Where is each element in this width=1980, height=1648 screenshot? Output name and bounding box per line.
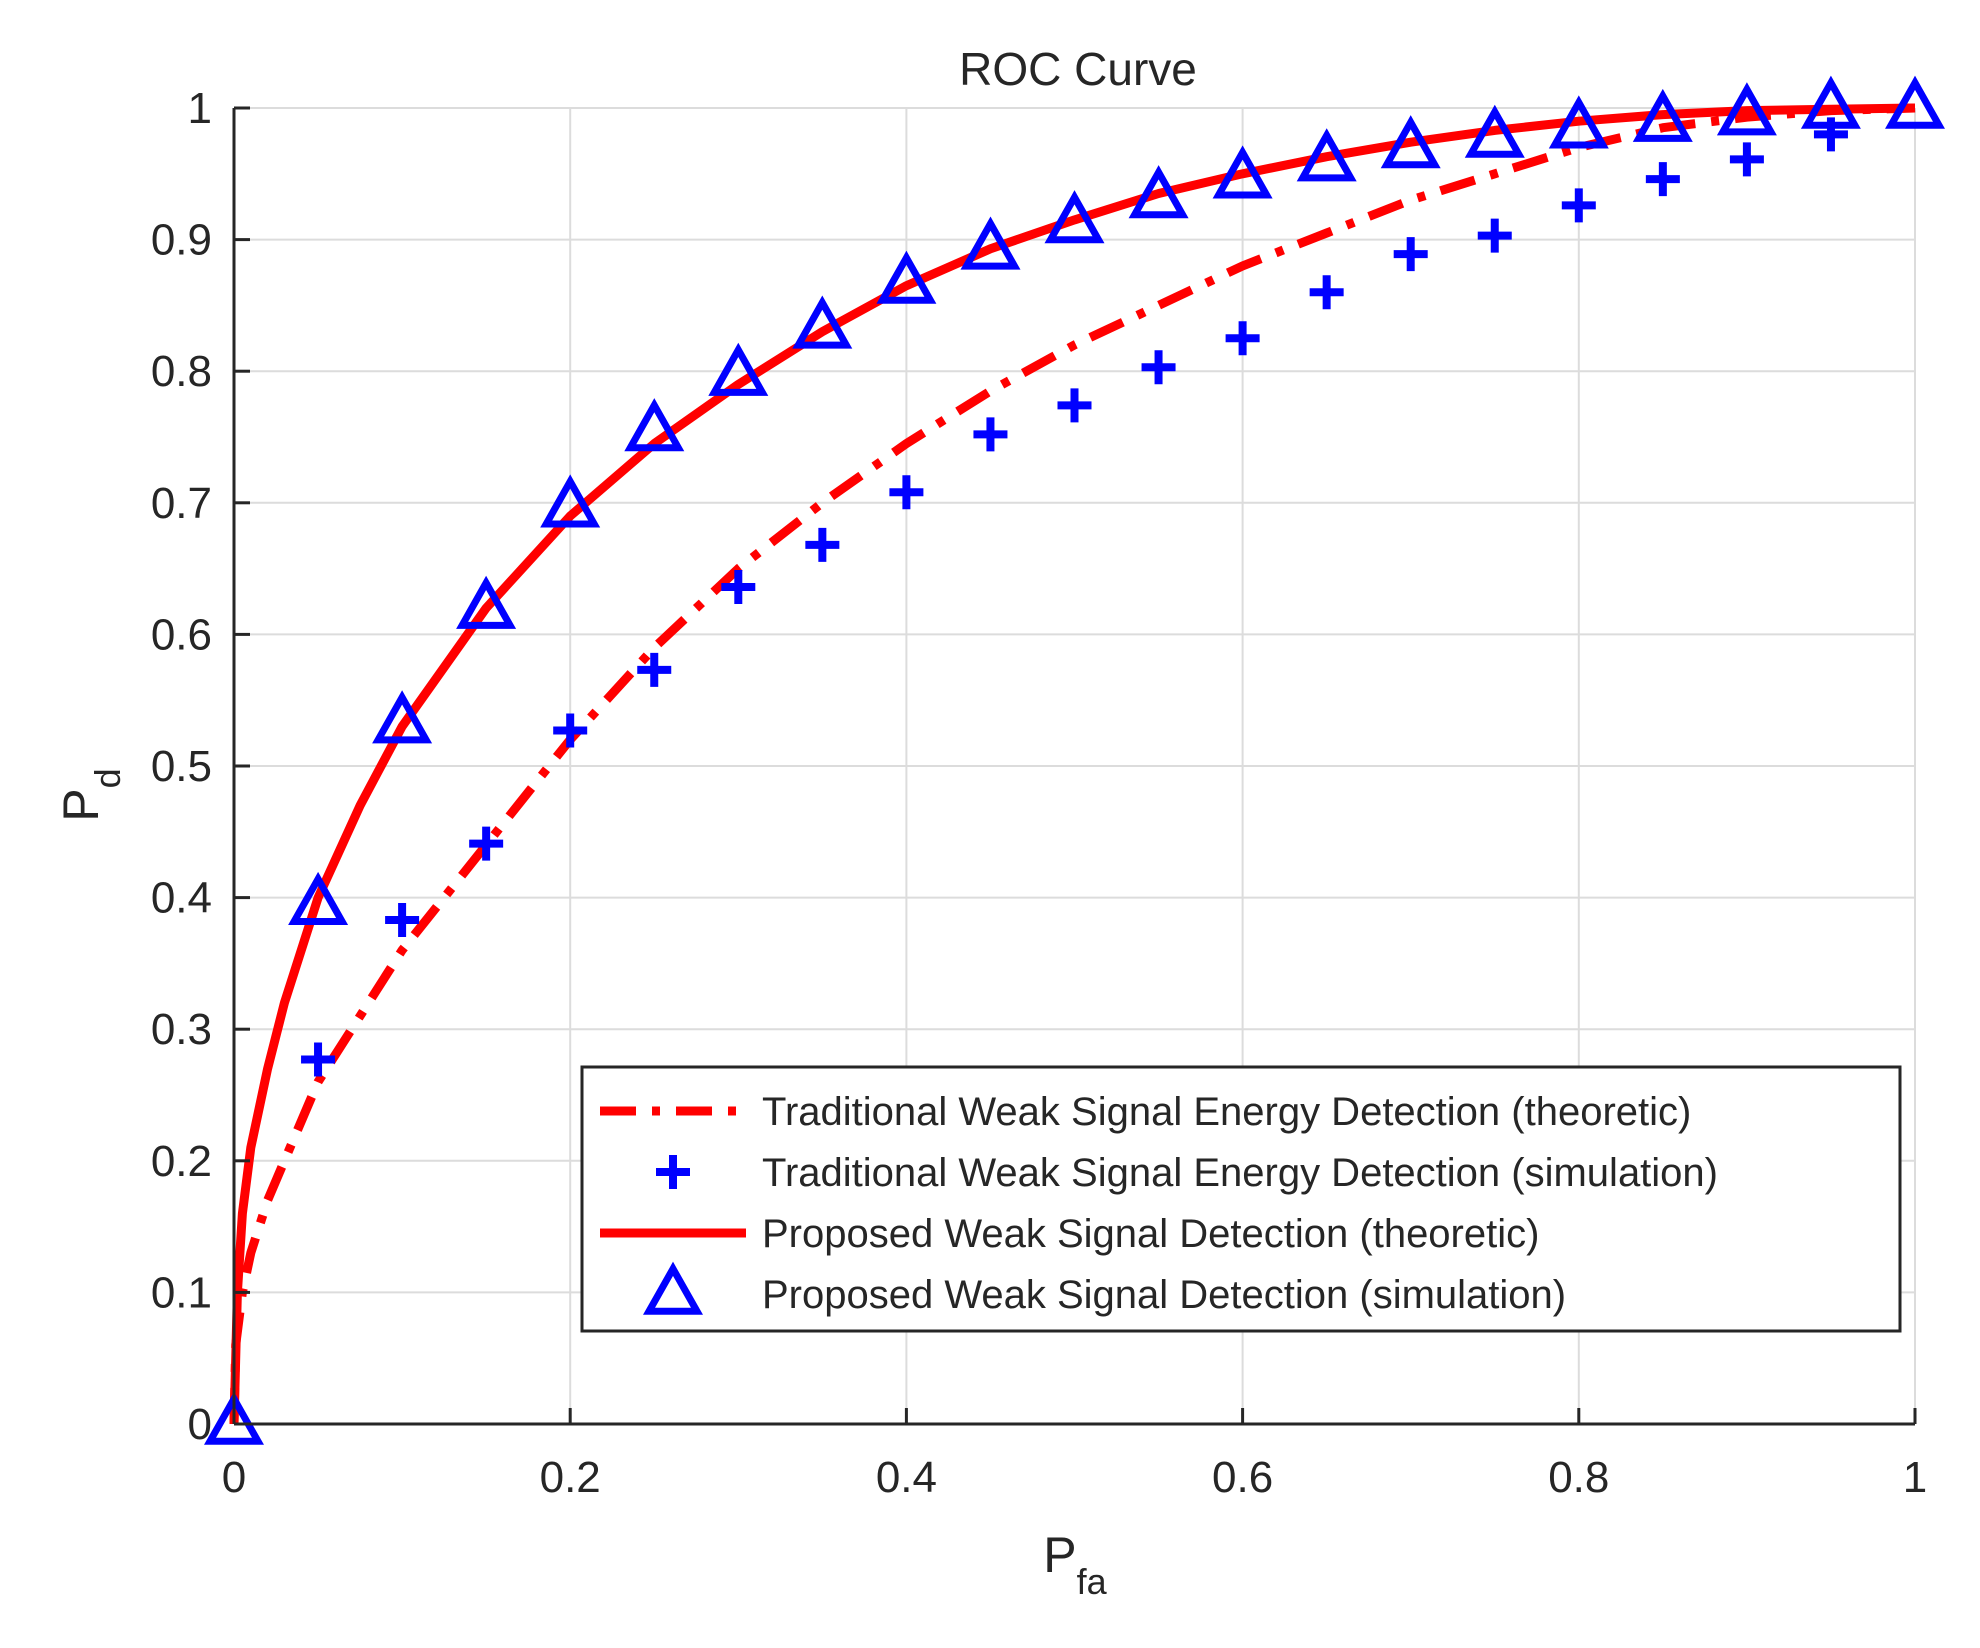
- legend-traditional-simulation-label: Traditional Weak Signal Energy Detection…: [762, 1151, 1718, 1195]
- proposed-simulation-point: [1128, 165, 1189, 219]
- y-tick-label: 0.2: [151, 1137, 212, 1186]
- x-axis-label-subscript: fa: [1077, 1561, 1108, 1602]
- traditional-simulation-point: [1645, 162, 1680, 197]
- series-layer: [204, 75, 1945, 1445]
- traditional-simulation-point: [721, 570, 756, 605]
- proposed-simulation-point: [960, 216, 1021, 270]
- y-tick-label: 1: [188, 84, 212, 133]
- traditional-simulation-point: [973, 417, 1008, 452]
- traditional-simulation-point: [1057, 388, 1092, 423]
- proposed-simulation-point: [1800, 75, 1861, 129]
- y-tick-label: 0.6: [151, 610, 212, 659]
- y-axis-label-subscript: d: [87, 768, 128, 788]
- proposed-simulation-point: [1212, 145, 1273, 199]
- y-tick-label: 0.1: [151, 1268, 212, 1317]
- proposed-simulation-point: [1885, 75, 1945, 129]
- proposed-simulation-point: [1548, 95, 1609, 149]
- legend-proposed-theoretic-label: Proposed Weak Signal Detection (theoreti…: [762, 1212, 1539, 1256]
- x-tick-label: 0.2: [540, 1453, 601, 1502]
- y-tick-label: 0.9: [151, 216, 212, 265]
- proposed-simulation-point: [792, 295, 853, 349]
- proposed-simulation-point: [876, 250, 937, 304]
- traditional-simulation-point: [469, 826, 504, 861]
- y-tick-label: 0.7: [151, 479, 212, 528]
- traditional-simulation-point: [1561, 188, 1596, 223]
- proposed-theoretic-line: [229, 103, 1916, 1425]
- proposed-simulation-point: [540, 474, 601, 528]
- traditional-simulation-point: [1309, 275, 1344, 310]
- proposed-simulation-point: [1380, 115, 1441, 169]
- x-tick-label: 0.4: [876, 1453, 937, 1502]
- x-tick-label: 1: [1903, 1453, 1927, 1502]
- x-tick-label: 0.6: [1212, 1453, 1273, 1502]
- proposed-simulation-point: [204, 1391, 264, 1445]
- y-axis-label: Pd: [53, 768, 128, 821]
- y-axis-label-main: P: [53, 788, 109, 821]
- proposed-simulation-point: [1464, 104, 1525, 158]
- traditional-simulation-point: [1141, 350, 1176, 385]
- traditional-theoretic-line: [229, 103, 1916, 1425]
- y-axis-label-group: Pd: [53, 768, 128, 821]
- y-tick-label: 0.3: [151, 1005, 212, 1054]
- x-tick-label: 0.8: [1548, 1453, 1609, 1502]
- traditional-simulation-point: [385, 902, 420, 937]
- proposed-simulation-point: [1716, 82, 1777, 136]
- traditional-simulation-point: [1393, 237, 1428, 272]
- x-axis-label-main: P: [1043, 1527, 1076, 1583]
- y-tick-label: 0.5: [151, 742, 212, 791]
- y-tick-label: 0: [188, 1400, 212, 1449]
- traditional-simulation-point: [1225, 321, 1260, 356]
- x-tick-label: 0: [222, 1453, 246, 1502]
- chart-title: ROC Curve: [959, 43, 1197, 95]
- proposed-simulation-point: [624, 398, 685, 452]
- proposed-simulation-point: [288, 871, 349, 925]
- traditional-simulation-point: [301, 1042, 336, 1077]
- proposed-simulation-point: [1044, 190, 1105, 244]
- ticks-layer: 0 0.2 0.4 0.6 0.8 1 0 0.1 0.2 0.3 0.4 0.5 0.6 0.7 0.8 0…: [151, 84, 1927, 1502]
- traditional-simulation-point: [1477, 218, 1512, 253]
- legend-box: [580, 1065, 1902, 1333]
- legend-traditional-theoretic-label: Traditional Weak Signal Energy Detection…: [762, 1090, 1691, 1134]
- traditional-simulation-point: [889, 475, 924, 510]
- traditional-simulation-point: [637, 652, 672, 687]
- proposed-simulation-point: [372, 690, 433, 744]
- proposed-simulation-point: [1632, 88, 1693, 142]
- legend-proposed-simulation-swatch: [643, 1261, 703, 1315]
- proposed-simulation-point: [708, 342, 769, 396]
- proposed-simulation-point: [456, 575, 517, 629]
- traditional-simulation-point: [805, 527, 840, 562]
- proposed-simulation-point: [1296, 128, 1357, 182]
- x-axis-label: Pfa: [1043, 1527, 1107, 1602]
- y-tick-label: 0.4: [151, 874, 212, 923]
- traditional-simulation-point: [553, 713, 588, 748]
- legend: Traditional Weak Signal Energy Detection…: [580, 1065, 1902, 1333]
- legend-proposed-simulation-label: Proposed Weak Signal Detection (simulati…: [762, 1273, 1566, 1317]
- y-tick-label: 0.8: [151, 347, 212, 396]
- traditional-simulation-point: [1729, 142, 1764, 177]
- legend-traditional-simulation-swatch: [656, 1155, 690, 1189]
